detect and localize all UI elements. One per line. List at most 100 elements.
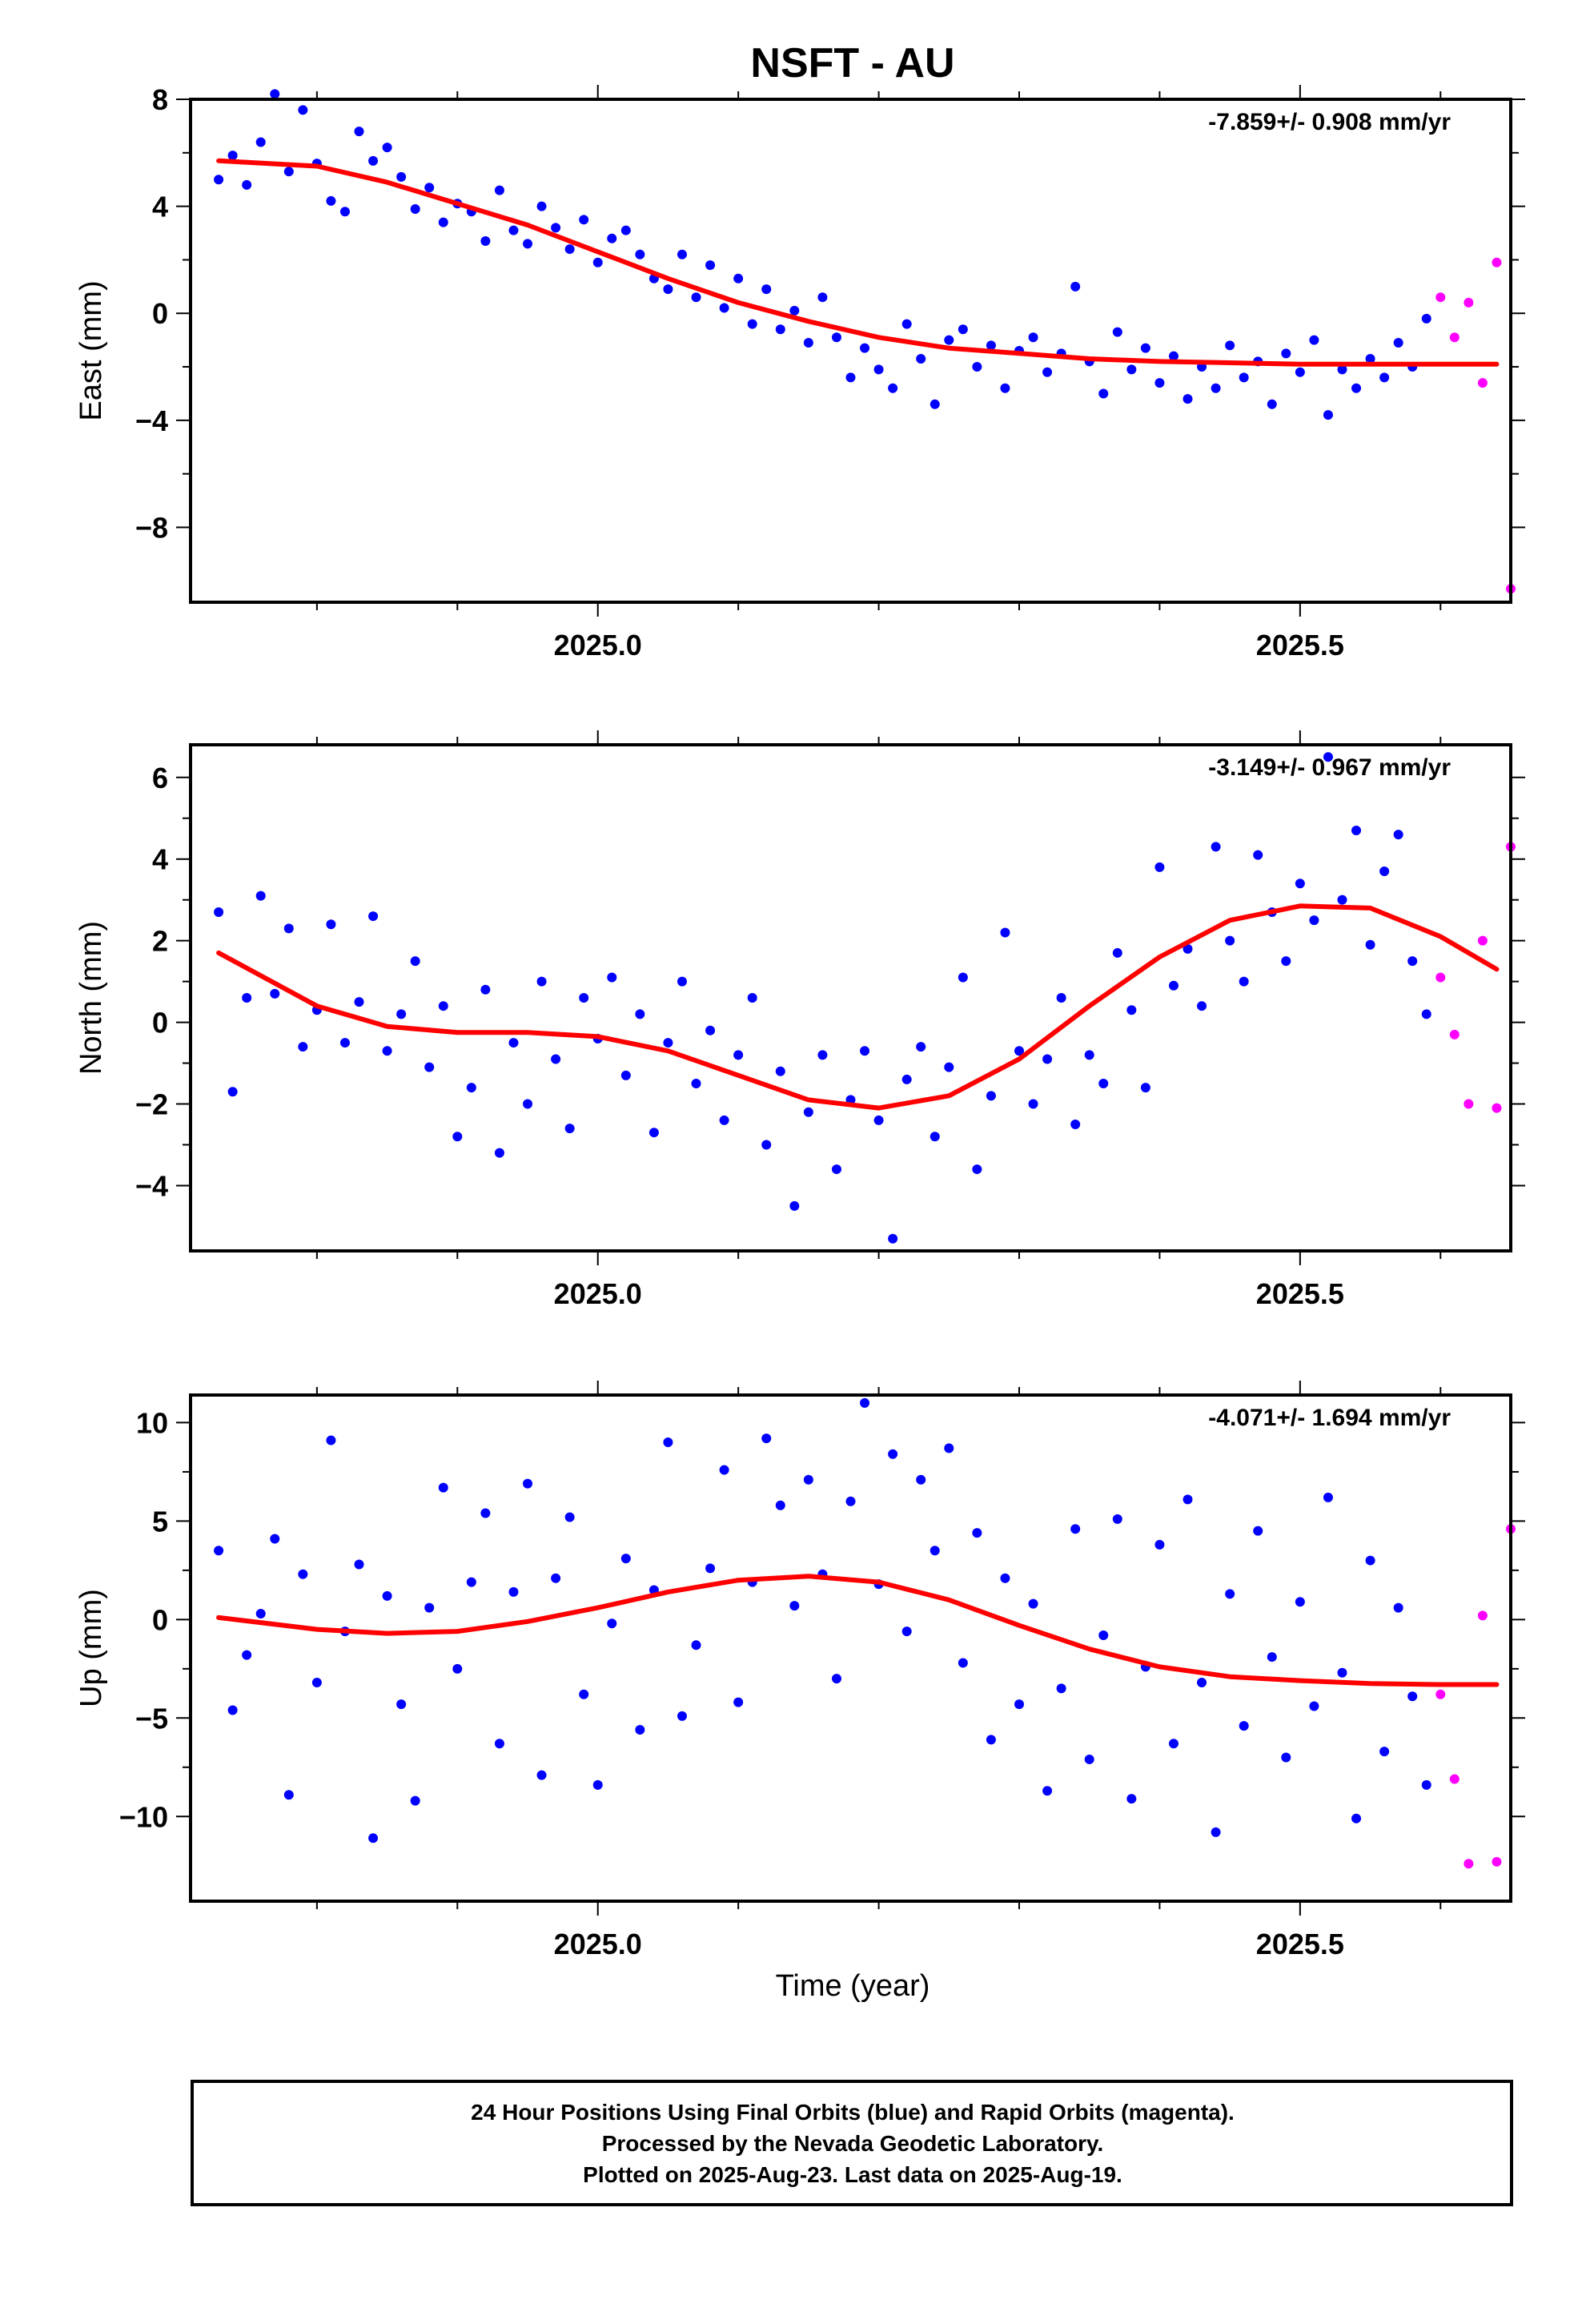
- final-point: [326, 919, 336, 930]
- final-point: [1154, 378, 1165, 388]
- final-point: [705, 1563, 716, 1574]
- rapid-point: [1477, 935, 1488, 946]
- final-point: [775, 324, 785, 335]
- final-point: [888, 383, 898, 393]
- y-tick-label: −4: [135, 1169, 168, 1202]
- y-tick-label: 2: [152, 925, 168, 958]
- final-point: [1239, 372, 1249, 383]
- final-point: [1197, 1678, 1207, 1688]
- final-point: [1000, 927, 1010, 938]
- final-point: [1323, 752, 1333, 762]
- final-point: [761, 284, 772, 295]
- final-point: [803, 337, 813, 348]
- rapid-point: [1449, 1774, 1460, 1784]
- final-point: [845, 1496, 856, 1506]
- final-point: [592, 1779, 603, 1790]
- final-point: [551, 223, 561, 233]
- x-tick-label: 2025.0: [554, 1928, 642, 1960]
- y-tick-label: 0: [152, 1007, 168, 1039]
- fit-curve: [216, 158, 1500, 367]
- final-point: [607, 1618, 617, 1629]
- final-point: [227, 1087, 238, 1097]
- final-point: [986, 340, 996, 351]
- final-point: [523, 1099, 533, 1109]
- final-point: [283, 167, 294, 177]
- final-point: [536, 976, 547, 987]
- final-point: [972, 1164, 982, 1175]
- figure-title: NSFT - AU: [750, 40, 954, 86]
- final-point: [523, 239, 533, 249]
- y-tick-label: −10: [119, 1800, 168, 1833]
- footer-box: 24 Hour Positions Using Final Orbits (bl…: [191, 2080, 1513, 2206]
- final-point: [719, 303, 729, 313]
- final-point: [1337, 364, 1347, 375]
- fit-curve: [216, 903, 1500, 1111]
- panel-up: 2025.0 2025.5 10 5 0 −5 −10 Up (mm) -4.071+/- 1.…: [74, 1381, 1525, 1960]
- final-point: [775, 1500, 785, 1510]
- final-point: [1323, 1492, 1333, 1502]
- final-point: [270, 1534, 280, 1544]
- final-point: [607, 972, 617, 983]
- final-point: [1267, 1652, 1277, 1663]
- final-point: [1281, 348, 1291, 359]
- final-point: [326, 195, 336, 206]
- final-point: [831, 1674, 841, 1684]
- final-point: [901, 1074, 912, 1084]
- final-point: [1098, 388, 1109, 399]
- final-point: [986, 1735, 996, 1745]
- y-tick-label: −5: [135, 1702, 168, 1735]
- final-point: [1211, 1827, 1221, 1837]
- final-point: [930, 1132, 940, 1142]
- final-point: [579, 993, 589, 1003]
- final-point: [1239, 1721, 1249, 1731]
- final-point: [494, 1739, 504, 1749]
- y-tick-label: 5: [152, 1505, 168, 1538]
- final-point: [803, 1474, 813, 1485]
- final-point: [747, 993, 757, 1003]
- final-point: [1281, 1752, 1291, 1763]
- final-point: [1253, 1526, 1263, 1536]
- final-point: [831, 332, 841, 343]
- final-point: [1295, 879, 1305, 889]
- final-point: [1098, 1630, 1109, 1641]
- final-point: [1281, 956, 1291, 967]
- final-point: [1126, 1794, 1137, 1804]
- final-point: [1253, 850, 1263, 860]
- final-point: [1225, 935, 1235, 946]
- final-point: [620, 1070, 631, 1080]
- final-point: [930, 399, 940, 409]
- final-point: [1365, 939, 1375, 950]
- final-point: [551, 1054, 561, 1064]
- final-point: [1084, 1050, 1094, 1060]
- final-point: [958, 324, 968, 335]
- x-tick-label: 2025.5: [1256, 629, 1344, 661]
- final-point: [452, 1663, 463, 1674]
- final-point: [635, 1009, 645, 1019]
- final-point: [733, 273, 744, 283]
- final-point: [1070, 281, 1081, 292]
- final-point: [648, 1128, 659, 1138]
- final-point: [916, 1042, 926, 1052]
- final-point: [860, 1397, 870, 1408]
- final-point: [1295, 1597, 1305, 1607]
- final-point: [1211, 383, 1221, 393]
- final-point: [1168, 980, 1178, 991]
- plot-frame: [189, 1393, 1512, 1903]
- final-point: [1379, 372, 1390, 383]
- final-point: [368, 155, 379, 166]
- final-point: [1211, 842, 1221, 852]
- final-point: [930, 1546, 940, 1556]
- final-point: [817, 1050, 828, 1060]
- x-axis-label: Time (year): [776, 1969, 930, 2003]
- final-point: [691, 1640, 701, 1651]
- rate-annotation: -3.149+/- 0.967 mm/yr: [1208, 754, 1451, 781]
- final-point: [1393, 830, 1403, 840]
- final-point: [298, 105, 308, 115]
- final-point: [382, 143, 392, 153]
- final-point: [438, 1001, 448, 1011]
- panel-north: 2025.0 2025.5 6 4 2 0 −2 −4 North (mm) -3.149+/- …: [74, 730, 1525, 1310]
- final-point: [466, 1577, 476, 1587]
- final-point: [972, 1528, 982, 1538]
- footer-line-3: Plotted on 2025-Aug-23. Last data on 202…: [583, 2162, 1122, 2187]
